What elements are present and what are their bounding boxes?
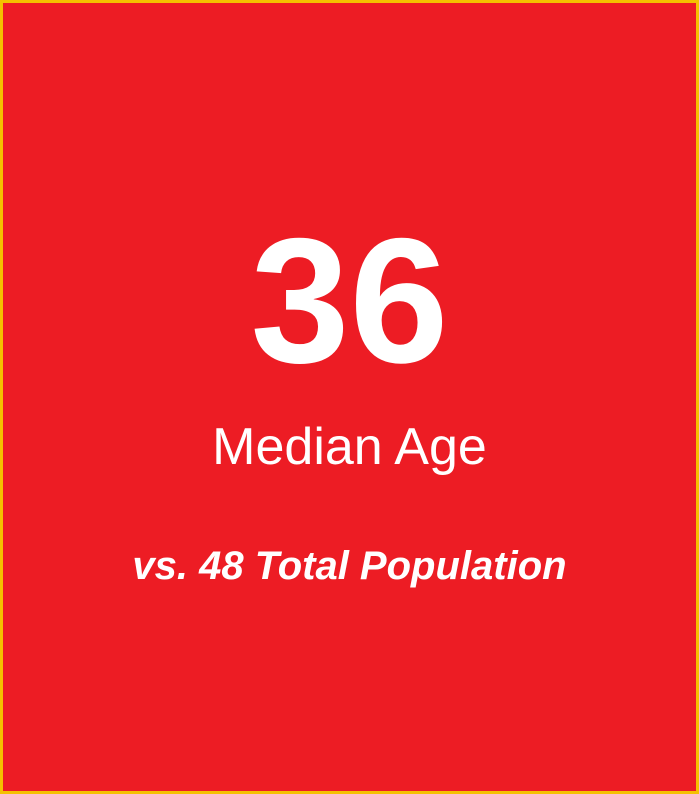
stat-value: 36 [250, 201, 449, 400]
stat-label: Median Age [212, 418, 487, 476]
stat-comparison: vs. 48 Total Population [132, 544, 567, 588]
